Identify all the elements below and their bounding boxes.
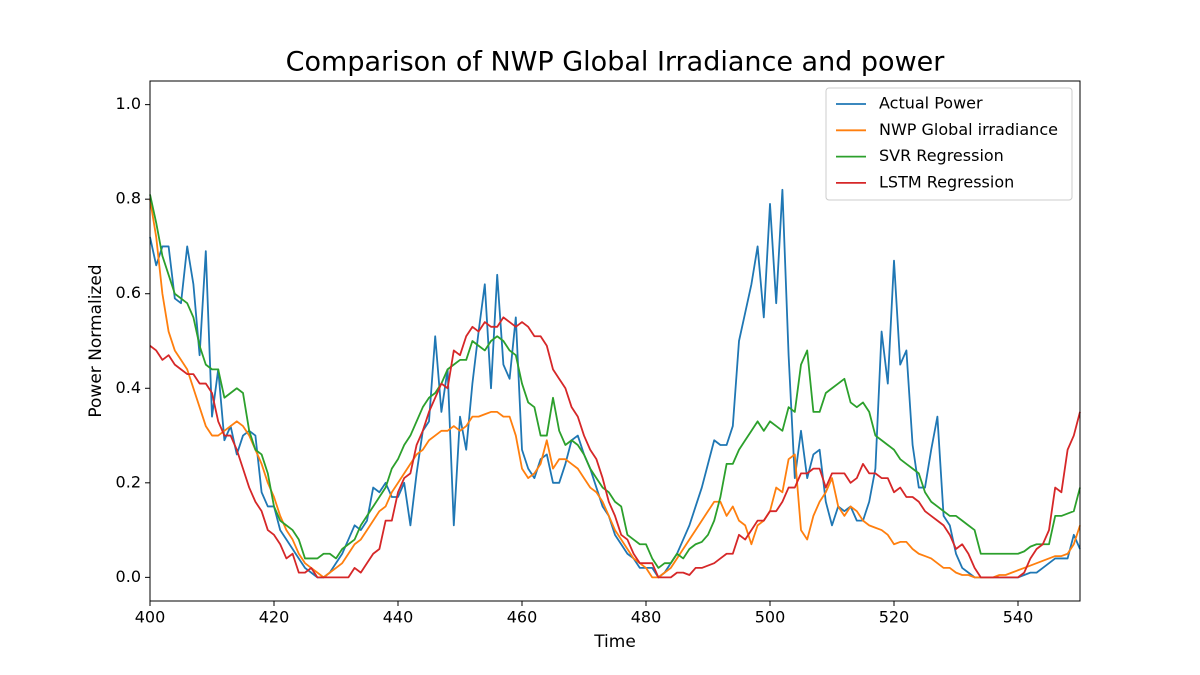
legend-label: LSTM Regression xyxy=(879,172,1014,191)
y-tick-label: 0.4 xyxy=(116,378,141,397)
x-tick-label: 480 xyxy=(631,608,662,627)
y-axis-label: Power Normalized xyxy=(86,264,106,417)
x-tick-label: 540 xyxy=(1003,608,1034,627)
x-axis-label: Time xyxy=(593,632,636,652)
y-tick-label: 0.6 xyxy=(116,283,141,302)
x-tick-label: 500 xyxy=(755,608,786,627)
series-line xyxy=(149,199,1081,579)
legend-label: SVR Regression xyxy=(879,146,1004,165)
legend-box xyxy=(825,87,1073,201)
y-tick-label: 1.0 xyxy=(116,94,141,113)
x-tick-label: 420 xyxy=(259,608,290,627)
y-tick-label: 0.2 xyxy=(116,472,141,491)
chart-title: Comparison of NWP Global Irradiance and … xyxy=(286,47,946,78)
y-tick-label: 0.8 xyxy=(116,189,141,208)
plot-frame xyxy=(149,80,1081,602)
x-tick-label: 400 xyxy=(135,608,166,627)
x-tick-label: 460 xyxy=(507,608,538,627)
x-tick-label: 440 xyxy=(383,608,414,627)
x-tick-label: 520 xyxy=(879,608,910,627)
series-line xyxy=(149,194,1081,569)
legend-label: Actual Power xyxy=(879,94,983,113)
legend-label: NWP Global irradiance xyxy=(879,120,1058,139)
series-line xyxy=(149,316,1081,579)
series-line xyxy=(149,188,1081,579)
y-tick-label: 0.0 xyxy=(116,567,141,586)
